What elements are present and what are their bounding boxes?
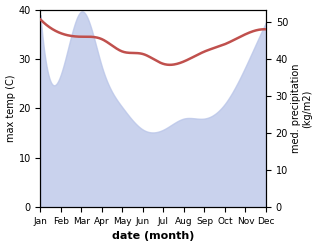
Y-axis label: med. precipitation
(kg/m2): med. precipitation (kg/m2): [291, 64, 313, 153]
X-axis label: date (month): date (month): [112, 231, 194, 242]
Y-axis label: max temp (C): max temp (C): [5, 75, 16, 142]
